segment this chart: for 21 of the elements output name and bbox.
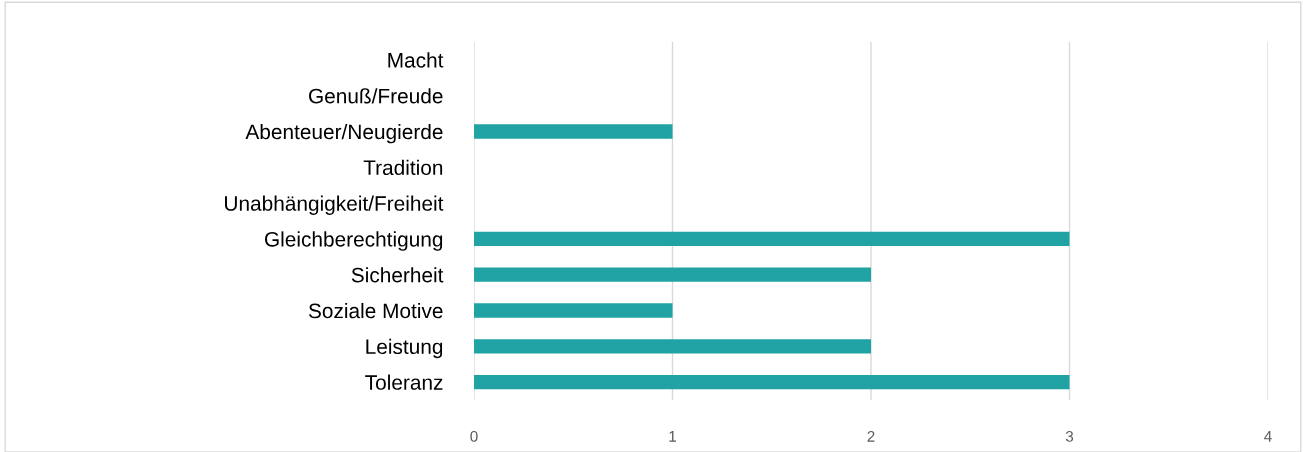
y-tick-label: Macht — [388, 52, 444, 68]
y-tick-label: Abenteuer/Neugierde — [245, 123, 443, 144]
x-tick-label: 4 — [1264, 431, 1272, 442]
bar — [474, 303, 673, 318]
y-tick-label: Soziale Motive — [308, 302, 443, 319]
y-tick-label: Unabhängigkeit/Freiheit — [225, 195, 444, 215]
bar — [474, 267, 871, 282]
y-tick-label: Leistung — [366, 338, 443, 359]
bar — [474, 231, 1070, 247]
y-tick-label: Genuß/Freude — [309, 88, 443, 104]
x-tick-label: 0 — [470, 430, 478, 442]
y-tick-label: Tradition — [363, 159, 443, 176]
y-tick-label: Toleranz — [365, 374, 443, 390]
x-tick-label: 1 — [669, 431, 676, 442]
bar — [474, 374, 1070, 390]
x-tick-label: 2 — [867, 430, 875, 442]
bar — [474, 124, 673, 139]
y-tick-label: Gleichberechtigung — [264, 231, 443, 251]
bar — [474, 339, 871, 354]
x-tick-label: 3 — [1065, 430, 1074, 442]
y-tick-label: Sicherheit — [351, 267, 444, 283]
